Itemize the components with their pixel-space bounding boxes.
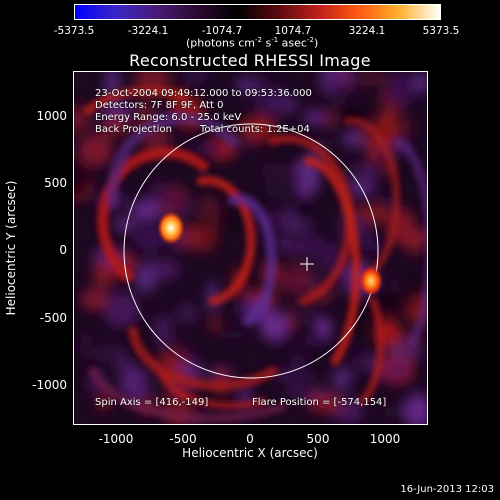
flare-source-limb (359, 266, 383, 296)
y-tick-label: -500 (39, 311, 67, 325)
colorbar-tick-label: 3224.1 (348, 25, 386, 37)
x-tick-label: -1000 (98, 432, 134, 446)
colorbar-units: (photons cm-2 s-1 asec-2) (186, 36, 319, 50)
image-canvas (73, 71, 428, 425)
annotation-detectors: Detectors: 7F 8F 9F, Att 0 (95, 100, 224, 111)
y-tick-label: 1000 (36, 109, 67, 123)
annotation-method: Back Projection (95, 124, 172, 135)
x-tick-label: 0 (246, 432, 254, 446)
colorbar-gradient (75, 5, 440, 19)
colorbar-tick-label: -5373.5 (53, 25, 95, 37)
plot-title: Reconstructed RHESSI Image (129, 51, 371, 70)
x-tick-label: -500 (169, 432, 197, 446)
y-tick-label: 0 (59, 243, 67, 257)
y-tick-label: -1000 (32, 378, 67, 392)
colorbar-tick-label: -3224.1 (127, 25, 169, 37)
y-tick-label: 500 (44, 176, 67, 190)
ring-artifacts (83, 86, 428, 424)
annotation-total-counts: Total counts: 1.2E+04 (200, 124, 310, 135)
x-tick-label: 500 (306, 432, 330, 446)
x-tick-label: 1000 (369, 432, 401, 446)
generation-timestamp: 16-Jun-2013 12:03 (400, 484, 494, 495)
colorbar-tick-label: -1074.7 (201, 25, 243, 37)
colorbar-tick-label: 1074.7 (274, 25, 312, 37)
rhessi-image (73, 71, 428, 425)
annotation-spin-axis: Spin Axis = [416,-149] (95, 397, 209, 408)
colorbar (74, 4, 441, 20)
flare-sources (157, 211, 383, 296)
annotation-time-range: 23-Oct-2004 09:49:12.000 to 09:53:36.000 (95, 88, 312, 99)
x-axis-label: Heliocentric X (arcsec) (182, 446, 318, 460)
colorbar-tick-label: 5373.5 (422, 25, 460, 37)
annotation-energy-range: Energy Range: 6.0 - 25.0 keV (95, 112, 242, 123)
annotation-flare-position: Flare Position = [-574,154] (252, 397, 387, 408)
flare-source-primary (157, 211, 185, 245)
solar-limb-circle (123, 123, 379, 379)
y-axis-label: Heliocentric Y (arcsec) (4, 180, 18, 316)
spin-axis-marker (300, 257, 314, 271)
